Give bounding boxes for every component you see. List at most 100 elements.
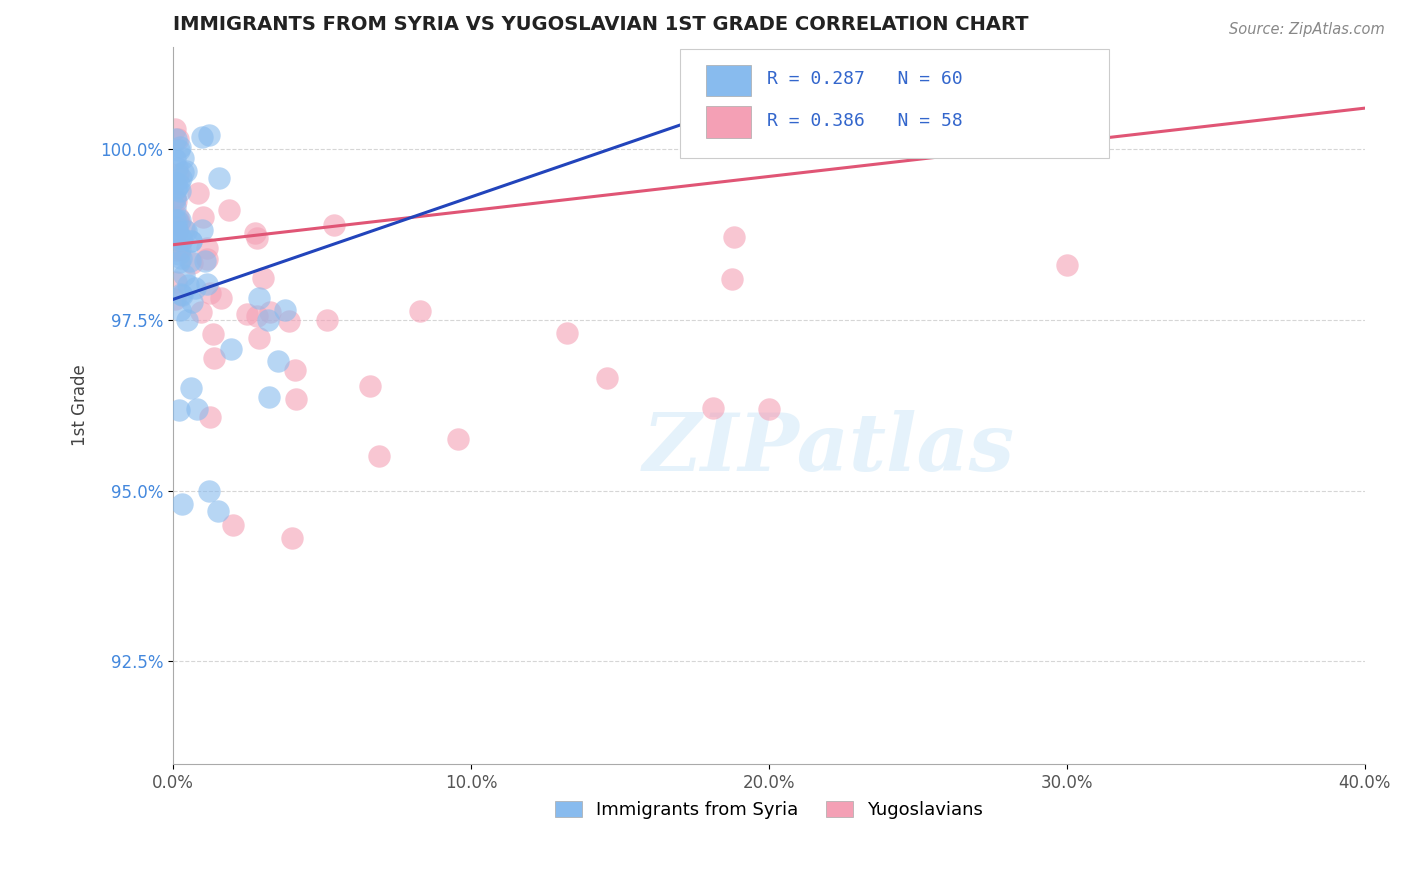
Point <box>163 212 186 227</box>
Point <box>207 171 229 186</box>
Point <box>166 224 188 238</box>
Y-axis label: 1st Grade: 1st Grade <box>72 364 89 446</box>
Point <box>176 312 198 326</box>
Point <box>277 313 299 327</box>
Point <box>165 182 187 196</box>
Point <box>257 313 280 327</box>
Point <box>169 184 191 198</box>
Point <box>758 401 780 416</box>
Legend: Immigrants from Syria, Yugoslavians: Immigrants from Syria, Yugoslavians <box>547 794 990 827</box>
Point <box>219 343 242 357</box>
Point <box>252 271 274 285</box>
Point <box>447 433 470 447</box>
Point <box>221 517 243 532</box>
Point <box>173 222 195 236</box>
Point <box>165 275 187 289</box>
Point <box>167 225 190 239</box>
Point <box>190 130 212 145</box>
Point <box>172 232 194 246</box>
Point <box>165 132 187 146</box>
Point <box>174 224 197 238</box>
Point <box>169 403 191 417</box>
Point <box>163 200 186 214</box>
Point <box>200 285 222 300</box>
Point <box>246 231 269 245</box>
Point <box>281 532 304 546</box>
Point <box>167 132 190 146</box>
Point <box>170 231 193 245</box>
Point <box>191 210 214 224</box>
Point <box>284 362 307 376</box>
Point <box>169 213 191 227</box>
Point <box>169 302 191 317</box>
Point <box>173 268 195 282</box>
Point <box>257 390 280 404</box>
Point <box>195 277 218 291</box>
Point <box>180 381 202 395</box>
Point <box>170 234 193 248</box>
Point <box>174 164 197 178</box>
Point <box>172 151 194 165</box>
Point <box>167 168 190 182</box>
Point <box>259 305 281 319</box>
Point <box>368 449 391 463</box>
Point <box>322 219 344 233</box>
Point <box>167 255 190 269</box>
Text: Source: ZipAtlas.com: Source: ZipAtlas.com <box>1229 22 1385 37</box>
Text: ZIPatlas: ZIPatlas <box>643 409 1015 487</box>
Point <box>702 401 724 416</box>
Point <box>163 190 186 204</box>
Point <box>166 161 188 175</box>
FancyBboxPatch shape <box>706 106 751 137</box>
Point <box>177 278 200 293</box>
Point <box>163 175 186 189</box>
Point <box>359 379 381 393</box>
Point <box>166 227 188 242</box>
Point <box>246 309 269 323</box>
Text: IMMIGRANTS FROM SYRIA VS YUGOSLAVIAN 1ST GRADE CORRELATION CHART: IMMIGRANTS FROM SYRIA VS YUGOSLAVIAN 1ST… <box>173 15 1029 34</box>
Point <box>202 351 225 365</box>
Point <box>170 287 193 301</box>
Point <box>194 253 217 268</box>
Point <box>170 286 193 301</box>
Point <box>190 222 212 236</box>
Point <box>180 255 202 269</box>
Point <box>169 242 191 256</box>
Point <box>166 212 188 227</box>
Point <box>167 178 190 192</box>
Point <box>163 122 186 136</box>
Point <box>169 171 191 186</box>
Point <box>180 234 202 248</box>
Point <box>166 179 188 194</box>
Point <box>167 143 190 157</box>
Point <box>181 295 204 310</box>
Point <box>202 326 225 341</box>
Text: R = 0.386   N = 58: R = 0.386 N = 58 <box>766 112 962 129</box>
Point <box>236 307 259 321</box>
Point <box>555 326 578 341</box>
Point <box>316 313 339 327</box>
Point <box>723 229 745 244</box>
Point <box>274 302 297 317</box>
Point <box>247 291 270 305</box>
FancyBboxPatch shape <box>679 49 1108 158</box>
Point <box>247 331 270 345</box>
Point <box>172 164 194 178</box>
Point <box>190 305 212 319</box>
Point <box>207 504 229 518</box>
Point <box>167 247 190 261</box>
Point <box>195 241 218 255</box>
Point <box>170 251 193 265</box>
Point <box>180 234 202 248</box>
Point <box>179 253 201 268</box>
Point <box>195 252 218 266</box>
Point <box>163 192 186 206</box>
Point <box>186 401 208 416</box>
Point <box>184 281 207 295</box>
Point <box>285 392 308 406</box>
FancyBboxPatch shape <box>706 64 751 96</box>
Point <box>198 483 221 498</box>
Point <box>266 354 288 368</box>
Text: R = 0.287   N = 60: R = 0.287 N = 60 <box>766 70 962 88</box>
Point <box>198 128 221 143</box>
